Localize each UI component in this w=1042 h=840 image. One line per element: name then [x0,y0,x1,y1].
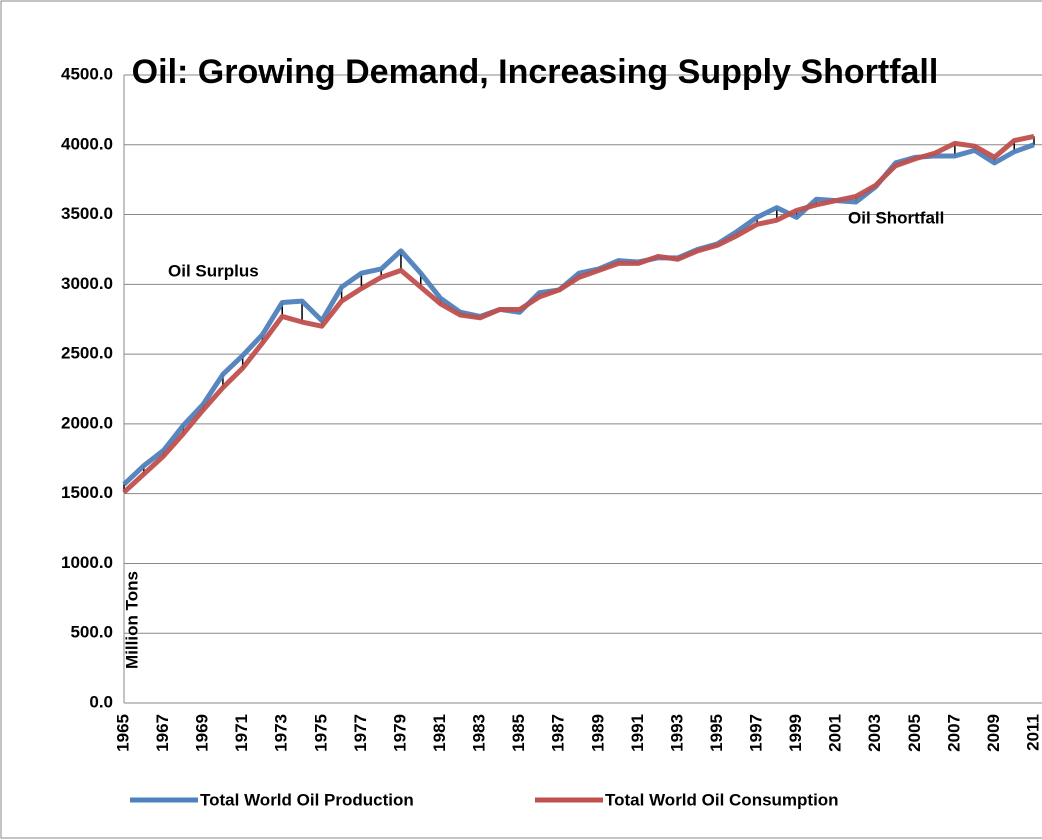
x-tick-label: 1991 [628,714,647,752]
series-line [122,133,1035,495]
y-tick-label: 4500.0 [61,64,113,83]
y-axis-label: Million Tons [122,571,141,669]
legend-label: Total World Oil Consumption [605,790,839,809]
x-tick-label: 1965 [113,714,132,752]
chart-title: Oil: Growing Demand, Increasing Supply S… [131,53,939,91]
x-tick-label: 2009 [984,714,1003,752]
x-tick-label: 1983 [470,714,489,752]
y-tick-label: 2000.0 [61,413,113,432]
x-tick-label: 1969 [193,714,212,752]
annotation: Oil Surplus [168,261,259,280]
x-tick-label: 1971 [232,714,251,752]
x-tick-label: 1987 [549,714,568,752]
annotation: Oil Shortfall [848,208,944,227]
x-tick-label: 2003 [865,714,884,752]
y-tick-label: 1500.0 [61,483,113,502]
x-tick-label: 2007 [944,714,963,752]
y-tick-label: 4000.0 [61,134,113,153]
x-tick-label: 1993 [667,714,686,752]
x-tick-label: 1979 [390,714,409,752]
y-tick-label: 2500.0 [61,344,113,363]
y-tick-label: 500.0 [70,623,113,642]
x-tick-label: 2005 [905,714,924,752]
x-tick-label: 1981 [430,714,449,752]
x-tick-label: 1967 [153,714,172,752]
x-tick-label: 1997 [747,714,766,752]
x-tick-label: 1977 [351,714,370,752]
y-tick-label: 1000.0 [61,553,113,572]
legend-label: Total World Oil Production [200,790,414,809]
x-tick-label: 1989 [588,714,607,752]
x-tick-label: 1999 [786,714,805,752]
x-tick-label: 1975 [311,714,330,752]
y-tick-label: 0.0 [89,692,113,711]
y-tick-label: 3000.0 [61,274,113,293]
x-tick-label: 1973 [272,714,291,752]
x-tick-label: 1985 [509,714,528,752]
x-tick-label: 2011 [1023,714,1042,751]
x-tick-label: 2001 [826,714,845,752]
x-tick-label: 1995 [707,714,726,752]
y-tick-label: 3500.0 [61,204,113,223]
